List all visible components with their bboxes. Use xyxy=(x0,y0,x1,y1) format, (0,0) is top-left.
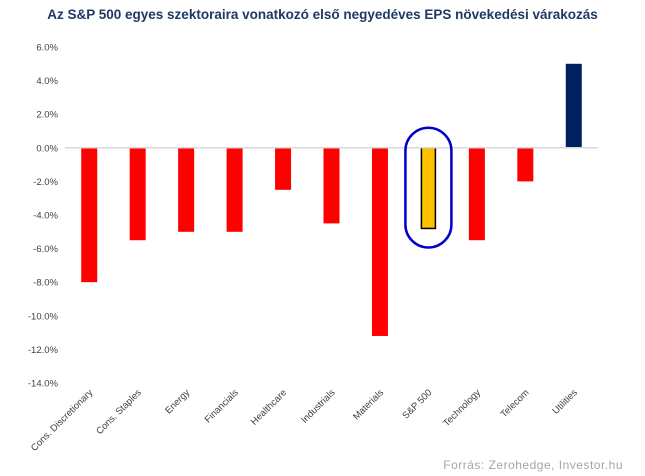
y-tick-label: -4.0% xyxy=(33,211,58,222)
x-tick-label: Utilities xyxy=(550,387,580,417)
bar-telecom xyxy=(517,147,534,182)
y-tick-label: 6.0% xyxy=(36,43,58,54)
y-tick-label: 2.0% xyxy=(36,110,58,121)
y-axis-ticks: 6.0% 4.0% 2.0% 0.0% -2.0% -4.0% -6.0% -8.0% -10.… xyxy=(28,43,59,390)
highlight-ellipse xyxy=(404,126,453,249)
x-tick-label: Technology xyxy=(441,387,483,429)
bar-energy xyxy=(178,147,195,232)
bar-utilities xyxy=(565,63,582,148)
bar-materials xyxy=(371,147,388,336)
y-tick-label: -8.0% xyxy=(33,278,58,289)
bar-s-p-500 xyxy=(420,147,437,230)
x-tick-label: S&P 500 xyxy=(400,387,434,421)
y-tick-label: 0.0% xyxy=(36,143,58,154)
x-tick-label: Healthcare xyxy=(249,387,289,427)
x-tick-label: Telecom xyxy=(499,387,532,420)
bar-cons-discretionary xyxy=(81,147,98,283)
x-tick-label: Cons. Staples xyxy=(94,387,144,437)
y-tick-label: -6.0% xyxy=(33,244,58,255)
x-tick-label: Materials xyxy=(351,387,386,422)
source-note: Forrás: Zerohedge, Investor.hu xyxy=(443,458,623,472)
bar-financials xyxy=(226,147,243,232)
y-tick-label: 4.0% xyxy=(36,76,58,87)
y-tick-label: -12.0% xyxy=(28,345,59,356)
x-tick-label: Industrials xyxy=(299,387,338,426)
highlight-ring xyxy=(404,126,453,249)
bar-healthcare xyxy=(275,147,292,190)
y-tick-label: -2.0% xyxy=(33,177,58,188)
bar-technology xyxy=(468,147,485,241)
x-tick-label: Cons. Discretionary xyxy=(29,387,96,454)
bar-industrials xyxy=(323,147,340,224)
y-tick-label: -14.0% xyxy=(28,379,59,390)
x-tick-label: Energy xyxy=(163,387,192,416)
x-tick-label: Financials xyxy=(203,387,241,425)
y-tick-label: -10.0% xyxy=(28,311,59,322)
bar-cons-staples xyxy=(129,147,146,241)
chart-title: Az S&P 500 egyes szektoraira vonatkozó e… xyxy=(47,7,598,22)
bars xyxy=(81,63,582,336)
